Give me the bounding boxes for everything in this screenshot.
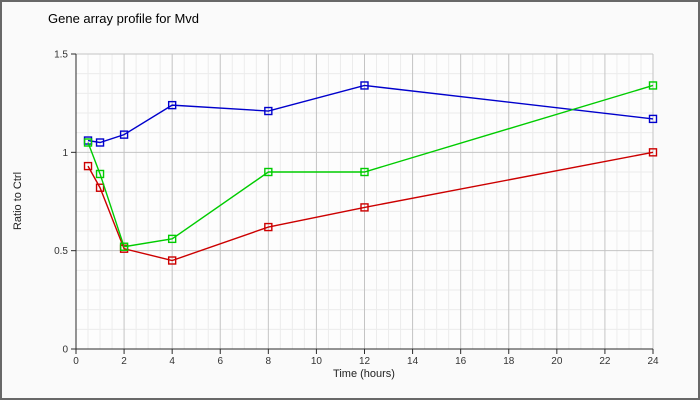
data-point-marker: [167, 256, 177, 265]
x-axis-label: Time (hours): [333, 368, 395, 380]
x-tick-label: 22: [599, 356, 611, 367]
data-point-marker: [648, 148, 658, 157]
data-point-marker: [95, 138, 105, 147]
data-point-marker: [83, 161, 93, 171]
y-tick-label: 0: [62, 345, 68, 356]
data-point-marker: [167, 100, 177, 110]
data-point-marker: [648, 114, 658, 124]
y-tick-label: 1.5: [54, 50, 68, 61]
x-tick-label: 16: [455, 356, 467, 367]
data-point-marker: [167, 234, 177, 244]
x-tick-label: 10: [311, 356, 323, 367]
data-point-marker: [95, 169, 105, 179]
series-line: [87, 151, 654, 262]
x-tick-label: 8: [266, 356, 272, 367]
data-point-marker: [119, 242, 129, 251]
data-point-marker: [264, 222, 273, 232]
x-tick-label: 0: [73, 356, 79, 367]
green-series: [83, 81, 658, 251]
data-point-marker: [360, 203, 369, 212]
y-axis-label: Ratio to Ctrl: [12, 171, 24, 231]
x-tick-label: 12: [359, 356, 371, 367]
x-tick-label: 6: [217, 356, 223, 367]
x-tick-label: 4: [169, 356, 175, 367]
y-tick-label: 1: [62, 148, 68, 159]
data-point-marker: [95, 183, 105, 192]
x-tick-label: 18: [503, 356, 515, 367]
gridlines-major: [76, 53, 654, 349]
chart-title: Gene array profile for Mvd: [48, 11, 200, 26]
series-line: [87, 84, 654, 248]
x-tick-label: 14: [407, 356, 419, 367]
data-point-marker: [360, 167, 369, 177]
data-point-marker: [119, 130, 129, 139]
x-tick-label: 20: [551, 356, 563, 367]
data-point-marker: [264, 167, 273, 177]
data-point-marker: [360, 81, 369, 90]
x-tick-label: 24: [647, 356, 659, 367]
series-line: [87, 84, 654, 144]
data-point-marker: [648, 81, 658, 90]
data-point-marker: [264, 106, 273, 116]
data-point-marker: [83, 138, 93, 147]
x-tick-label: 2: [121, 356, 127, 367]
y-tick-label: 0.5: [54, 246, 68, 257]
